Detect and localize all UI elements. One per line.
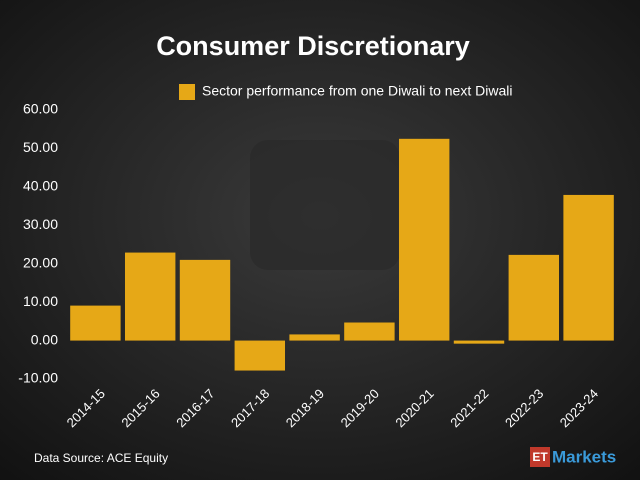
y-tick-label: 10.00	[23, 293, 58, 309]
source: Data Source: ACE Equity	[34, 451, 168, 465]
bar	[124, 252, 176, 341]
logo-markets: Markets	[552, 447, 616, 466]
y-tick-label: 30.00	[23, 216, 58, 232]
y-tick-label: 50.00	[23, 139, 58, 155]
y-tick-label: 0.00	[31, 331, 58, 347]
logo-box	[530, 447, 550, 467]
bar	[289, 334, 340, 341]
decor-key	[250, 140, 400, 270]
y-tick-label: 20.00	[23, 254, 58, 270]
bar	[70, 305, 121, 341]
chart-title: Consumer Discretionary	[156, 31, 470, 61]
bar	[344, 322, 395, 341]
legend-swatch	[179, 84, 195, 100]
y-tick-label: -10.00	[18, 370, 58, 386]
legend-label: Sector performance from one Diwali to ne…	[202, 83, 512, 99]
y-tick-label: 60.00	[23, 101, 58, 117]
bar	[234, 340, 286, 371]
bar	[179, 259, 231, 341]
bar	[453, 340, 505, 344]
bar	[398, 138, 450, 341]
bar	[508, 254, 560, 341]
bar	[563, 194, 614, 341]
y-tick-label: 40.00	[23, 178, 58, 194]
logo-et: ET	[532, 450, 548, 464]
